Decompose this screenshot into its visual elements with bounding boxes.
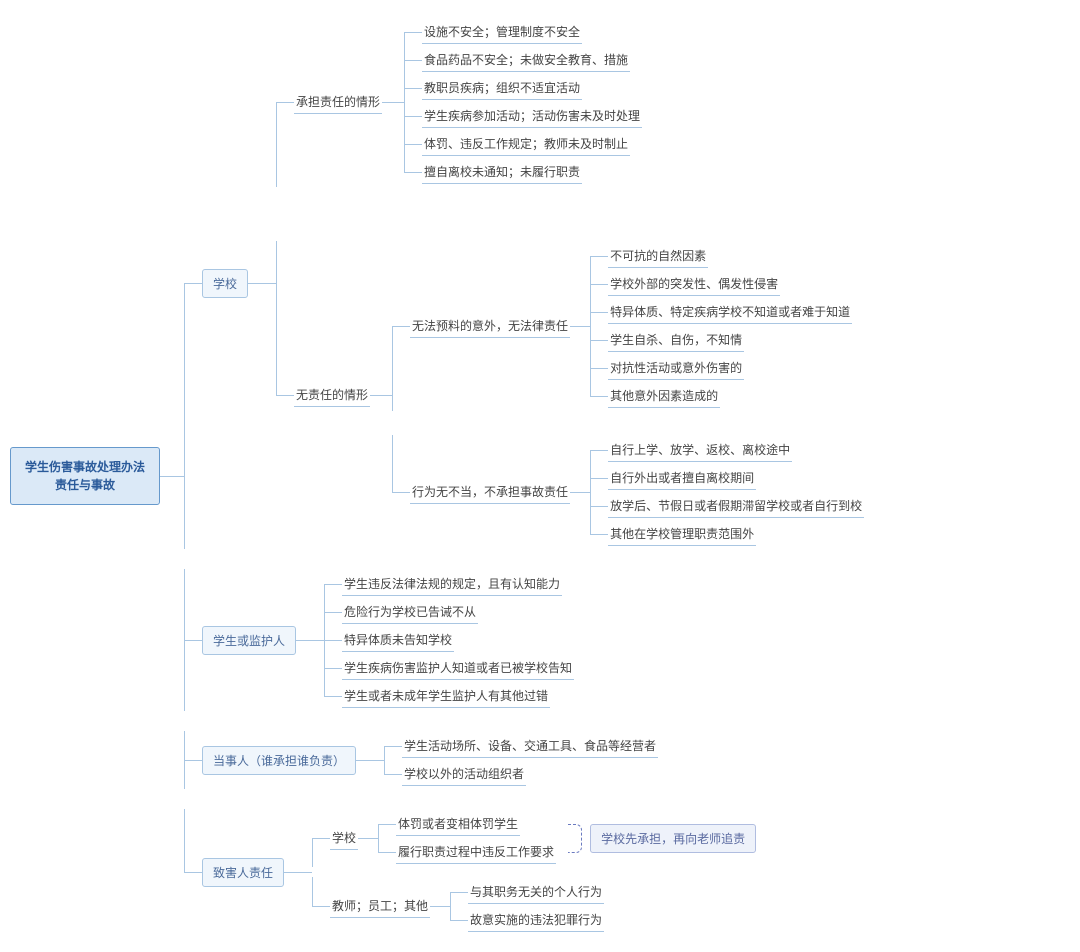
leaf: 学生违反法律法规的规定，且有认知能力 (342, 572, 562, 596)
leaf: 学生或者未成年学生监护人有其他过错 (342, 684, 550, 708)
node-offender-other: 教师；员工；其他 (330, 894, 430, 918)
school-children: 承担责任的情形 设施不安全；管理制度不安全 食品药品不安全；未做安全教育、措施 … (276, 20, 864, 546)
leaf: 设施不安全；管理制度不安全 (422, 20, 582, 44)
leaf: 学生活动场所、设备、交通工具、食品等经营者 (402, 734, 658, 758)
leaf: 与其职务无关的个人行为 (468, 880, 604, 904)
leaf: 食品药品不安全；未做安全教育、措施 (422, 48, 630, 72)
row-offender-school: 学校 体罚或者变相体罚学生 履行职责过程中违反工作要求 学校先承担，再向老师追责 (312, 812, 756, 864)
leaf: 学校外部的突发性、偶发性侵害 (608, 272, 780, 296)
school-none-children: 无法预料的意外，无法律责任 不可抗的自然因素 学校外部的突发性、偶发性侵害 特异… (392, 244, 864, 546)
node-offender-school: 学校 (330, 826, 358, 850)
leaf: 其他意外因素造成的 (608, 384, 720, 408)
node-student: 学生或监护人 (202, 626, 296, 655)
leaf: 学校以外的活动组织者 (402, 762, 526, 786)
node-school-none: 无责任的情形 (294, 383, 370, 407)
node-school: 学校 (202, 269, 248, 298)
root-line2: 责任与事故 (25, 476, 145, 494)
node-unexpected: 无法预料的意外，无法律责任 (410, 314, 570, 338)
node-offender: 致害人责任 (202, 858, 284, 887)
leaf: 自行上学、放学、返校、离校途中 (608, 438, 792, 462)
leaf: 体罚、违反工作规定；教师未及时制止 (422, 132, 630, 156)
offender-children: 学校 体罚或者变相体罚学生 履行职责过程中违反工作要求 学校先承担，再向老师追责 (312, 812, 756, 932)
brace-icon (568, 824, 582, 853)
leaf: 放学后、节假日或者假期滞留学校或者自行到校 (608, 494, 864, 518)
note-offender-school: 学校先承担，再向老师追责 (590, 824, 756, 853)
leaf: 危险行为学校已告诫不从 (342, 600, 478, 624)
leaf: 教职员疾病；组织不适宜活动 (422, 76, 582, 100)
root-line1: 学生伤害事故处理办法 (25, 458, 145, 476)
row-offender: 致害人责任 学校 体罚或者变相体罚学生 履行职责过程中违反工作要求 (184, 812, 864, 932)
offender-school-callout: 学校先承担，再向老师追责 (568, 824, 756, 853)
row-party: 当事人（谁承担谁负责） 学生活动场所、设备、交通工具、食品等经营者 学校以外的活… (184, 734, 864, 786)
leaf: 学生自杀、自伤，不知情 (608, 328, 744, 352)
student-items: 学生违反法律法规的规定，且有认知能力 危险行为学校已告诫不从 特异体质未告知学校… (324, 572, 574, 708)
node-nofault: 行为无不当，不承担事故责任 (410, 480, 570, 504)
connector (160, 476, 184, 477)
leaf: 不可抗的自然因素 (608, 244, 708, 268)
row-unexpected: 无法预料的意外，无法律责任 不可抗的自然因素 学校外部的突发性、偶发性侵害 特异… (392, 244, 864, 408)
mindmap-root: 学生伤害事故处理办法 责任与事故 学校 承担责任的情形 设施不安全；管理制度不安… (10, 20, 1070, 932)
leaf: 特异体质、特定疾病学校不知道或者难于知道 (608, 300, 852, 324)
leaf: 履行职责过程中违反工作要求 (396, 840, 556, 864)
leaf: 擅自离校未通知；未履行职责 (422, 160, 582, 184)
leaf: 特异体质未告知学校 (342, 628, 454, 652)
party-items: 学生活动场所、设备、交通工具、食品等经营者 学校以外的活动组织者 (384, 734, 658, 786)
level1-children: 学校 承担责任的情形 设施不安全；管理制度不安全 食品药品不安全；未做安全教育、… (184, 20, 864, 932)
node-school-bear: 承担责任的情形 (294, 90, 382, 114)
row-school-bear: 承担责任的情形 设施不安全；管理制度不安全 食品药品不安全；未做安全教育、措施 … (276, 20, 864, 184)
row-school-none: 无责任的情形 无法预料的意外，无法律责任 不可抗的自然因素 (276, 244, 864, 546)
row-school: 学校 承担责任的情形 设施不安全；管理制度不安全 食品药品不安全；未做安全教育、… (184, 20, 864, 546)
leaf: 学生疾病伤害监护人知道或者已被学校告知 (342, 656, 574, 680)
row-student: 学生或监护人 学生违反法律法规的规定，且有认知能力 危险行为学校已告诫不从 特异… (184, 572, 864, 708)
leaf: 故意实施的违法犯罪行为 (468, 908, 604, 932)
root-node: 学生伤害事故处理办法 责任与事故 (10, 447, 160, 505)
row-offender-other: 教师；员工；其他 与其职务无关的个人行为 故意实施的违法犯罪行为 (312, 880, 756, 932)
leaf: 对抗性活动或意外伤害的 (608, 356, 744, 380)
school-bear-items: 设施不安全；管理制度不安全 食品药品不安全；未做安全教育、措施 教职员疾病；组织… (404, 20, 642, 184)
node-party: 当事人（谁承担谁负责） (202, 746, 356, 775)
row-nofault: 行为无不当，不承担事故责任 自行上学、放学、返校、离校途中 自行外出或者擅自离校… (392, 438, 864, 546)
leaf: 其他在学校管理职责范围外 (608, 522, 756, 546)
leaf: 体罚或者变相体罚学生 (396, 812, 520, 836)
leaf: 学生疾病参加活动；活动伤害未及时处理 (422, 104, 642, 128)
leaf: 自行外出或者擅自离校期间 (608, 466, 756, 490)
